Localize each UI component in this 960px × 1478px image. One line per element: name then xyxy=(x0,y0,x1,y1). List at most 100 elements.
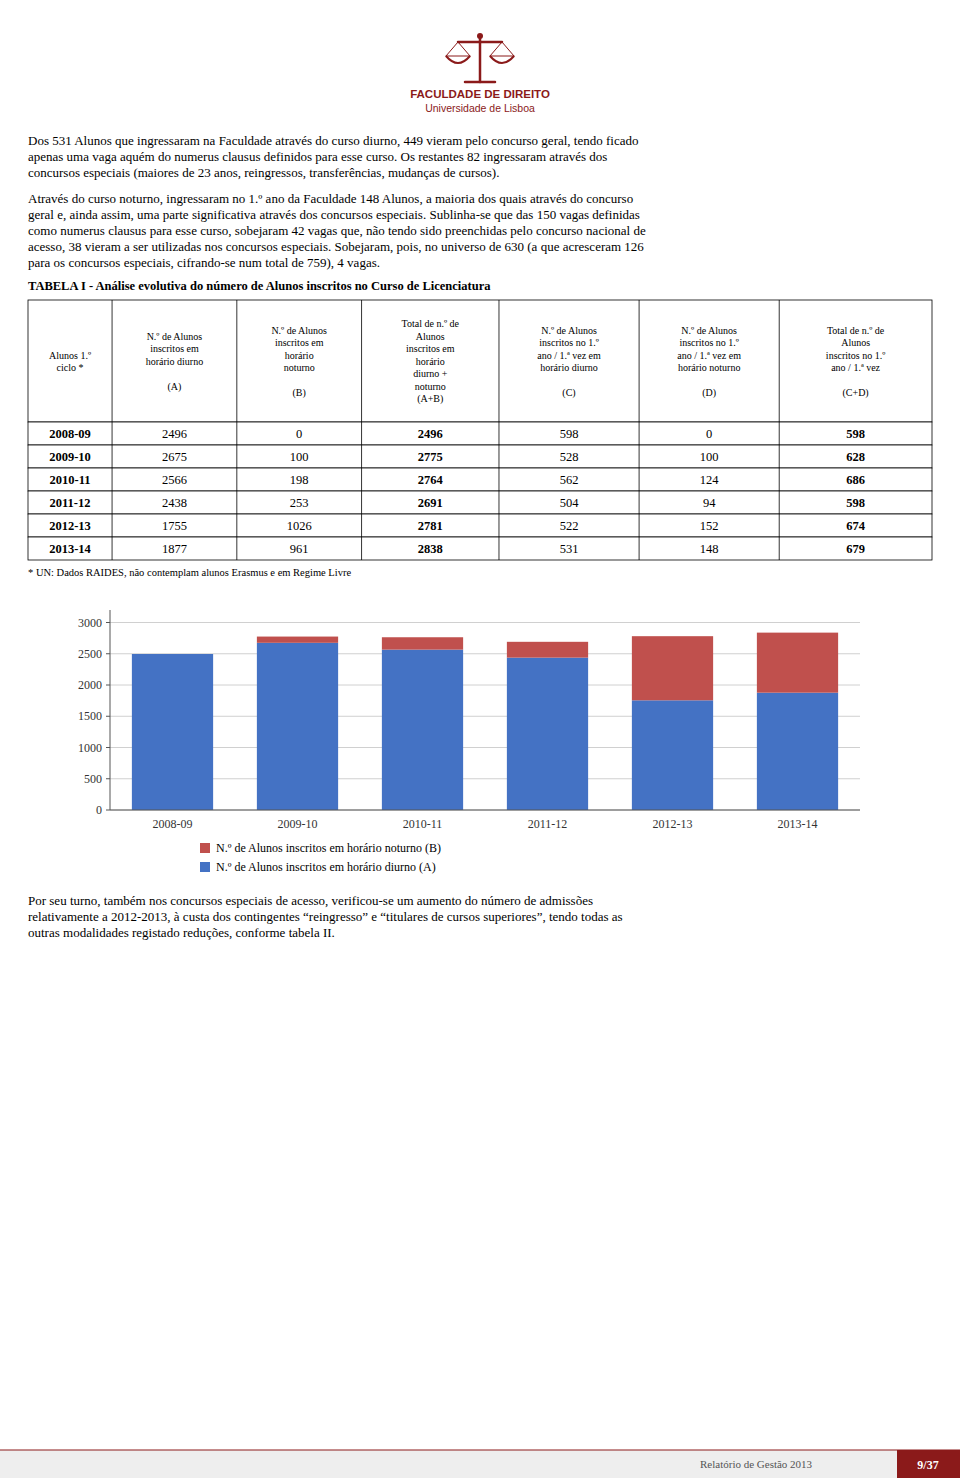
x-tick-label: 2009-10 xyxy=(278,817,318,831)
bar xyxy=(382,637,463,649)
y-tick-label: 1500 xyxy=(78,709,102,723)
table-cell: 598 xyxy=(560,427,579,441)
legend-entry: N.º de Alunos inscritos em horário diurn… xyxy=(216,860,436,874)
table-divider xyxy=(236,445,237,468)
table-divider xyxy=(112,445,113,468)
table-cell: 2838 xyxy=(418,542,443,556)
table-cell: 2781 xyxy=(418,519,443,533)
table-cell: 0 xyxy=(706,427,712,441)
table-row xyxy=(28,445,932,468)
legend-swatch xyxy=(200,862,210,872)
table-header: horário xyxy=(285,350,314,361)
table-cell: 504 xyxy=(560,496,580,510)
grid-line xyxy=(110,653,860,654)
table-divider xyxy=(236,300,237,422)
paragraph-line: acesso, 38 vieram a ser utilizadas nos c… xyxy=(28,239,644,254)
bar xyxy=(132,654,213,655)
table-divider xyxy=(361,422,362,445)
table-header: ciclo * xyxy=(57,362,84,373)
table-divider xyxy=(639,537,640,560)
table-header: inscritos em xyxy=(150,343,199,354)
paragraph-line: para os concursos especiais, cifrando-se… xyxy=(28,255,380,270)
logo-pan xyxy=(490,56,514,63)
table-divider xyxy=(112,491,113,514)
chart: 0500100015002000250030002008-092009-1020… xyxy=(78,610,860,831)
table-cell: 0 xyxy=(296,427,302,441)
table-divider xyxy=(236,491,237,514)
table-cell: 674 xyxy=(846,519,866,533)
table-divider xyxy=(361,537,362,560)
grid-line xyxy=(110,810,860,811)
bars xyxy=(132,633,838,810)
paragraph: Por seu turno, também nos concursos espe… xyxy=(28,893,623,940)
x-tick-label: 2010-11 xyxy=(403,817,443,831)
table-row xyxy=(28,422,932,445)
table-header-cell xyxy=(28,300,932,422)
table-title: TABELA I - Análise evolutiva do número d… xyxy=(28,279,491,293)
table-cell: 253 xyxy=(290,496,309,510)
paragraph-line: outras modalidades registado reduções, c… xyxy=(28,925,335,940)
table-divider xyxy=(498,445,499,468)
table-header: (A+B) xyxy=(417,393,443,405)
table-cell: 1877 xyxy=(162,542,187,556)
logo-subtitle: Universidade de Lisboa xyxy=(425,102,535,114)
table-divider xyxy=(498,300,499,422)
logo-pan xyxy=(446,56,470,63)
legend-entry: N.º de Alunos inscritos em horário notur… xyxy=(216,841,441,855)
table-header: (D) xyxy=(702,387,716,399)
logo-stroke xyxy=(502,42,514,56)
paragraph-line: como numerus clausus para esse curso, so… xyxy=(28,223,646,238)
paragraph-line: Através do curso noturno, ingressaram no… xyxy=(28,191,633,206)
table-divider xyxy=(236,537,237,560)
table-header: N.º de Alunos xyxy=(541,325,597,336)
table-divider xyxy=(639,422,640,445)
x-tick-label: 2012-13 xyxy=(653,817,693,831)
table-cell: 2438 xyxy=(162,496,187,510)
table-cell: 961 xyxy=(290,542,309,556)
table-divider xyxy=(361,514,362,537)
table-header: N.º de Alunos xyxy=(271,325,327,336)
table-header: horário diurno xyxy=(540,362,598,373)
paragraph-line: concursos especiais (maiores de 23 anos,… xyxy=(28,165,499,180)
table-divider xyxy=(112,468,113,491)
table-cell: 528 xyxy=(560,450,579,464)
table-header: horário xyxy=(416,356,445,367)
footer-page: 9/37 xyxy=(917,1458,938,1472)
logo-stroke xyxy=(479,38,482,82)
table-header: Total de n.º de xyxy=(402,318,460,329)
bar xyxy=(507,658,588,810)
bar xyxy=(132,654,213,810)
table-cell: 94 xyxy=(703,496,716,510)
table-divider xyxy=(112,514,113,537)
tick-mark xyxy=(106,716,110,717)
bar xyxy=(632,700,713,810)
table-header: Total de n.º de xyxy=(827,325,885,336)
bar xyxy=(507,642,588,658)
table-header: ano / 1.ª vez em xyxy=(677,350,741,361)
footer-bar xyxy=(0,1450,960,1478)
paragraph: Através do curso noturno, ingressaram no… xyxy=(28,191,646,270)
table-header: noturno xyxy=(415,381,446,392)
table-header: ano / 1.ª vez em xyxy=(537,350,601,361)
table-divider xyxy=(236,468,237,491)
table-header: N.º de Alunos xyxy=(147,331,203,342)
table-cell: 1755 xyxy=(162,519,187,533)
tick-mark xyxy=(106,622,110,623)
table-divider xyxy=(112,300,113,422)
table-divider xyxy=(779,422,780,445)
tick-mark xyxy=(106,747,110,748)
table-divider xyxy=(639,300,640,422)
table-header: (B) xyxy=(293,387,306,399)
y-tick-label: 0 xyxy=(96,803,102,817)
table-cell: 100 xyxy=(290,450,309,464)
table-divider xyxy=(498,537,499,560)
y-axis xyxy=(110,610,111,810)
grid-line xyxy=(110,685,860,686)
table-divider xyxy=(361,300,362,422)
table-cell: 562 xyxy=(560,473,579,487)
table-cell: 124 xyxy=(700,473,720,487)
logo-stroke xyxy=(465,81,495,84)
bar xyxy=(632,636,713,700)
logo-stroke xyxy=(458,42,470,56)
table-header: noturno xyxy=(284,362,315,373)
